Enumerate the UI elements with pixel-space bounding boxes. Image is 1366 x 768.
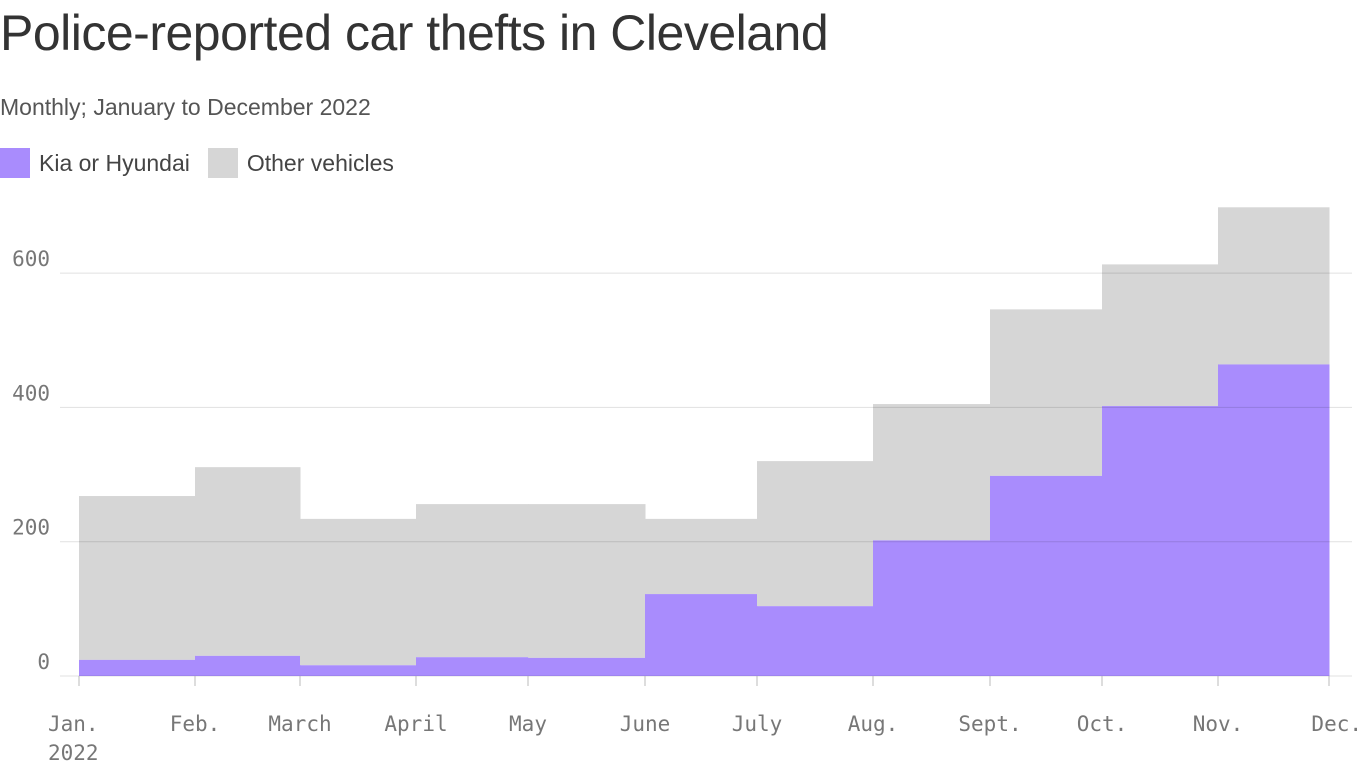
x-tick-label: Jan. xyxy=(48,712,99,736)
bar-kia-Aug. xyxy=(873,540,991,676)
chart-title: Police-reported car thefts in Cleveland xyxy=(0,5,829,61)
y-tick-label: 200 xyxy=(12,516,50,540)
bar-other-Nov. xyxy=(1218,207,1330,365)
bar-kia-June xyxy=(645,594,758,676)
x-tick-label: July xyxy=(732,712,783,736)
bar-other-Feb. xyxy=(195,467,301,656)
x-tick-label: Nov. xyxy=(1193,712,1244,736)
legend-label-kia: Kia or Hyundai xyxy=(39,149,190,176)
legend-item-other: Other vehicles xyxy=(207,148,394,178)
x-tick-label: Dec. xyxy=(1311,712,1362,736)
bar-kia-Jan. xyxy=(79,659,196,676)
chart-subtitle: Monthly; January to December 2022 xyxy=(0,94,371,120)
x-tick-label: April xyxy=(384,712,447,736)
legend: Kia or Hyundai Other vehicles xyxy=(0,148,412,178)
x-tick-label: Aug. xyxy=(848,712,899,736)
bar-other-Jan. xyxy=(79,496,196,660)
bar-kia-May xyxy=(528,657,646,676)
x-tick-label: Oct. xyxy=(1077,712,1128,736)
bar-other-March xyxy=(300,518,417,666)
bar-kia-July xyxy=(757,606,874,676)
bar-other-June xyxy=(645,518,758,595)
y-tick-label: 400 xyxy=(12,381,50,405)
bar-other-Sept. xyxy=(990,309,1103,476)
bar-other-July xyxy=(757,461,874,607)
bar-kia-March xyxy=(300,665,417,676)
bar-kia-Oct. xyxy=(1102,406,1219,676)
y-tick-label: 600 xyxy=(12,247,50,271)
legend-swatch-kia xyxy=(0,148,30,178)
legend-label-other: Other vehicles xyxy=(246,149,394,176)
x-tick-label: Sept. xyxy=(958,712,1021,736)
x-tick-label: Feb. xyxy=(170,712,221,736)
y-tick-label: 0 xyxy=(37,650,50,674)
legend-swatch-other xyxy=(207,148,238,178)
bar-other-Aug. xyxy=(873,404,991,541)
bar-other-Oct. xyxy=(1102,264,1219,407)
x-year-label: 2022 xyxy=(48,741,99,765)
x-tick-label: June xyxy=(620,712,671,736)
legend-item-kia: Kia or Hyundai xyxy=(0,148,190,178)
x-tick-label: May xyxy=(509,712,547,736)
x-tick-label: March xyxy=(268,712,331,736)
bar-other-May xyxy=(528,504,646,658)
bar-other-April xyxy=(416,504,529,658)
bar-kia-Feb. xyxy=(195,655,301,676)
bar-kia-Nov. xyxy=(1218,364,1330,676)
bar-kia-Sept. xyxy=(990,475,1103,676)
bar-kia-April xyxy=(416,657,529,676)
